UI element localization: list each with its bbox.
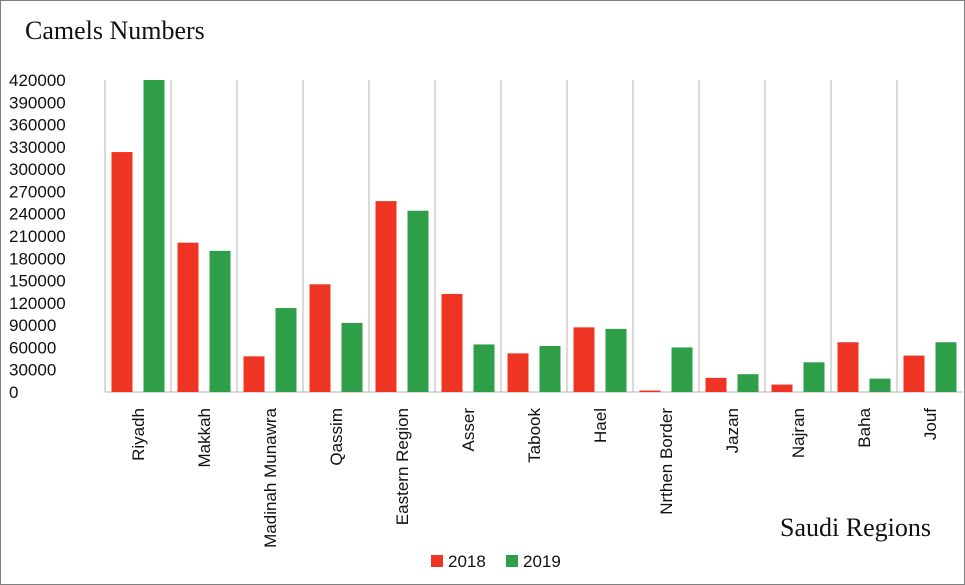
y-tick-label: 30000 (9, 361, 56, 380)
bar-2019-nrthen-border (671, 347, 693, 392)
x-tick-label: Madinah Munawra (261, 407, 280, 547)
bar-2018-makkah (177, 242, 199, 392)
x-tick-label: Jazan (723, 408, 742, 453)
x-tick-label: Asser (459, 408, 478, 452)
y-tick-label: 240000 (9, 205, 66, 224)
x-tick-label: Baha (855, 407, 874, 447)
bar-2018-jouf (903, 355, 925, 392)
x-tick-label: Qassim (327, 408, 346, 466)
bar-2018-najran (771, 384, 793, 392)
y-tick-label: 150000 (9, 272, 66, 291)
bar-2019-jazan (737, 374, 759, 392)
legend-label-2018: 2018 (448, 552, 486, 571)
bar-2018-hael (573, 327, 595, 392)
bar-2019-najran (803, 362, 825, 392)
x-tick-label: Riyadh (129, 408, 148, 461)
legend-swatch-2019 (506, 555, 518, 567)
bar-2019-hael (605, 328, 627, 392)
bar-2019-riyadh (143, 80, 165, 392)
x-axis: Riyadh Makkah Madinah Munawra Qassim Eastern… (129, 407, 940, 547)
bar-2019-asser (473, 344, 495, 392)
bar-2019-madinah-munawra (275, 308, 297, 392)
legend-swatch-2018 (431, 555, 443, 567)
x-tick-label: Nrthen Border (657, 408, 676, 515)
bar-2018-baha (837, 342, 859, 392)
legend-label-2019: 2019 (523, 552, 561, 571)
x-tick-label: Tabook (525, 408, 544, 463)
y-tick-label: 0 (9, 383, 18, 402)
bar-2018-jazan (705, 377, 727, 392)
x-tick-label: Jouf (921, 408, 940, 440)
x-tick-label: Makkah (195, 408, 214, 468)
x-tick-label: Hael (591, 408, 610, 443)
bar-2018-riyadh (111, 152, 133, 392)
y-axis: 0 30000 60000 90000 120000 150000 180000 210000… (9, 71, 66, 402)
y-tick-label: 60000 (9, 338, 56, 357)
y-tick-label: 390000 (9, 93, 66, 112)
x-tick-label: Eastern Region (393, 408, 412, 525)
bar-2018-eastern-region (375, 201, 397, 392)
bar-2018-nrthen-border (639, 390, 661, 392)
y-tick-label: 120000 (9, 294, 66, 313)
bar-2018-qassim (309, 284, 331, 392)
bar-2018-tabook (507, 353, 529, 392)
x-tick-label: Najran (789, 408, 808, 458)
y-tick-label: 180000 (9, 249, 66, 268)
bar-2018-asser (441, 293, 463, 392)
bar-2019-jouf (935, 342, 957, 392)
bar-2019-qassim (341, 322, 363, 392)
y-tick-label: 300000 (9, 160, 66, 179)
bar-2019-baha (869, 378, 891, 392)
x-axis-title: Saudi Regions (780, 513, 931, 542)
legend: 2018 2019 (431, 552, 561, 571)
bars (111, 80, 957, 392)
y-tick-label: 420000 (9, 71, 66, 90)
bar-2019-makkah (209, 250, 231, 392)
y-tick-label: 270000 (9, 182, 66, 201)
bar-2018-madinah-munawra (243, 356, 265, 392)
chart-title: Camels Numbers (25, 16, 205, 45)
y-tick-label: 90000 (9, 316, 56, 335)
y-tick-label: 360000 (9, 116, 66, 135)
grid-lines (104, 80, 963, 393)
y-tick-label: 330000 (9, 138, 66, 157)
y-tick-label: 210000 (9, 227, 66, 246)
bar-2019-eastern-region (407, 210, 429, 392)
bar-2019-tabook (539, 345, 561, 392)
